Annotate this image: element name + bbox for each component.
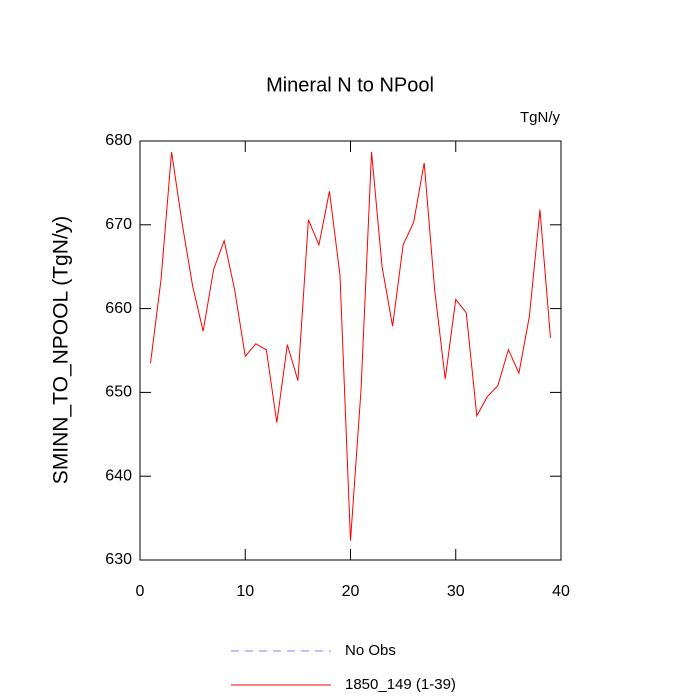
y-axis-label: SMINN_TO_NPOOL (TgN/y) <box>50 216 73 484</box>
y-tick-label: 630 <box>105 551 132 568</box>
x-tick-label: 10 <box>236 583 254 600</box>
legend-label: No Obs <box>345 642 396 659</box>
y-tick-label: 670 <box>105 216 132 233</box>
units-label: TgN/y <box>520 109 561 126</box>
plot-frame <box>139 140 562 561</box>
legend-label: 1850_149 (1-39) <box>345 676 456 693</box>
y-tick-label: 660 <box>105 300 132 317</box>
x-tick-label: 20 <box>342 583 360 600</box>
chart-title: Mineral N to NPool <box>266 74 434 96</box>
x-tick-label: 40 <box>552 583 570 600</box>
y-tick-label: 650 <box>105 384 132 401</box>
y-tick-label: 680 <box>105 132 132 149</box>
y-tick-label: 640 <box>105 467 132 484</box>
x-tick-label: 30 <box>447 583 465 600</box>
x-tick-label: 0 <box>136 583 145 600</box>
data-line <box>150 151 551 541</box>
